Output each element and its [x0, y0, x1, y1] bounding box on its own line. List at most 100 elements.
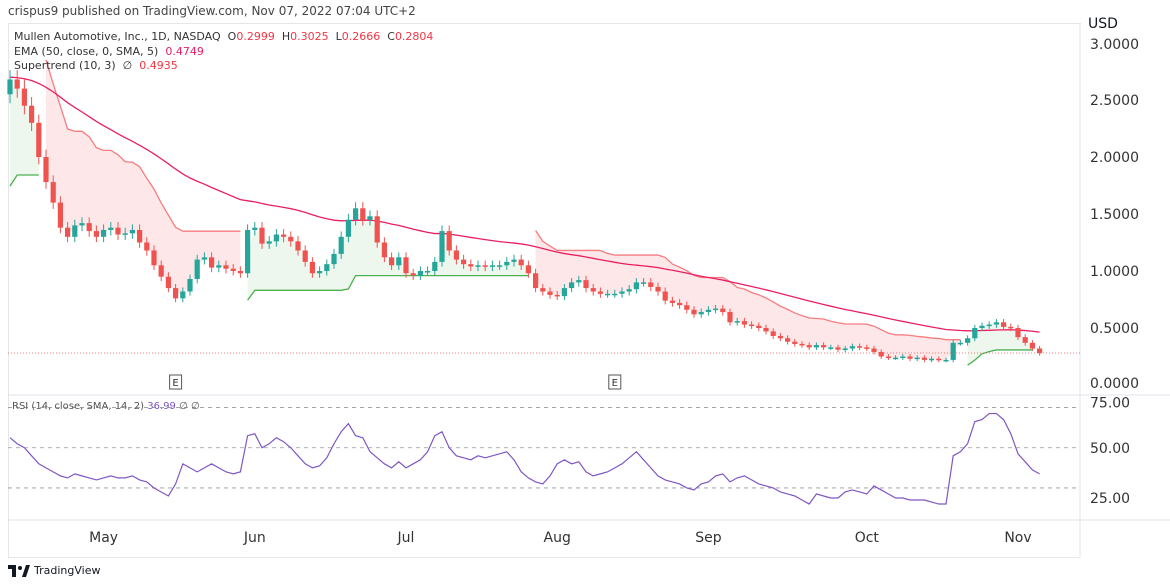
- candle: [605, 289, 611, 298]
- supertrend-down-line: [45, 59, 241, 232]
- candle: [619, 287, 625, 298]
- candle: [165, 272, 171, 293]
- candle-body: [180, 291, 186, 299]
- candle: [29, 97, 35, 132]
- candle: [410, 268, 416, 281]
- candle-body: [907, 356, 913, 359]
- candle: [1037, 345, 1043, 356]
- candle: [828, 344, 834, 351]
- time-tick-label: Jun: [243, 530, 266, 546]
- candle: [792, 338, 798, 347]
- chart-legend: Mullen Automotive, Inc., 1D, NASDAQ O0.2…: [14, 30, 433, 74]
- candle-body: [453, 250, 459, 260]
- candle: [561, 283, 567, 301]
- candle: [72, 219, 78, 243]
- candle-body: [633, 282, 639, 290]
- candle-body: [417, 271, 423, 276]
- candle: [583, 275, 589, 293]
- candle: [849, 343, 855, 352]
- candle-body: [165, 276, 171, 289]
- supertrend-legend[interactable]: Supertrend (10, 3) ∅ 0.4935: [14, 59, 433, 74]
- candle: [216, 260, 222, 273]
- price-tick-label: 1.0000: [1090, 264, 1139, 280]
- candle-body: [65, 227, 71, 237]
- candle-body: [835, 347, 841, 350]
- candle: [14, 70, 20, 98]
- supertrend-label: Supertrend (10, 3): [14, 59, 116, 72]
- candle-body: [777, 335, 783, 339]
- candle-body: [929, 358, 935, 361]
- candle-body: [173, 288, 179, 299]
- symbol-legend: Mullen Automotive, Inc., 1D, NASDAQ O0.2…: [14, 30, 433, 45]
- candle-body: [871, 348, 877, 352]
- candle: [504, 257, 510, 271]
- ema-legend[interactable]: EMA (50, close, 0, SMA, 5) 0.4749: [14, 45, 433, 60]
- candle-body: [194, 259, 200, 279]
- candle-body: [749, 324, 755, 327]
- candle-body: [504, 261, 510, 266]
- candle-body: [554, 294, 560, 297]
- candle-body: [324, 264, 330, 271]
- candle: [878, 349, 884, 359]
- candle: [317, 266, 323, 278]
- candle-body: [338, 236, 344, 254]
- candle: [93, 225, 99, 243]
- candle: [641, 278, 647, 287]
- candle-body: [381, 242, 387, 258]
- candle-body: [511, 259, 517, 262]
- tradingview-logo: TradingView: [8, 564, 100, 577]
- candle-body: [885, 356, 891, 358]
- candle: [151, 245, 157, 271]
- ema-label: EMA (50, close, 0, SMA, 5): [14, 44, 159, 58]
- candle: [417, 266, 423, 281]
- candle: [885, 354, 891, 361]
- candle-body: [741, 321, 747, 325]
- candle: [799, 341, 805, 348]
- candle-body: [770, 331, 776, 336]
- candle: [569, 278, 575, 293]
- candle-body: [1037, 348, 1043, 354]
- candle: [389, 252, 395, 271]
- candle: [821, 342, 827, 351]
- currency-label[interactable]: USD: [1088, 16, 1118, 32]
- candle-body: [266, 241, 272, 244]
- candle: [813, 342, 819, 351]
- candle-body: [662, 291, 668, 301]
- candle-body: [533, 273, 539, 289]
- earnings-marker: E: [169, 374, 183, 390]
- candle-body: [705, 309, 711, 313]
- candle: [533, 268, 539, 293]
- candle: [871, 345, 877, 355]
- candle-body: [849, 346, 855, 349]
- candle: [180, 287, 186, 303]
- candle-body: [86, 223, 92, 232]
- candle-body: [893, 357, 899, 360]
- candle: [720, 305, 726, 316]
- candle-body: [842, 348, 848, 351]
- candle-body: [518, 259, 524, 266]
- candle: [266, 236, 272, 249]
- rsi-legend[interactable]: RSI (14, close, SMA, 14, 2) 36.99 ∅ ∅: [12, 401, 200, 412]
- candle-body: [245, 229, 251, 274]
- candle-body: [403, 257, 409, 274]
- candle: [50, 175, 56, 209]
- candle: [223, 260, 229, 274]
- candle: [734, 317, 740, 326]
- candle-body: [713, 308, 719, 311]
- candle: [914, 355, 920, 362]
- candle: [425, 266, 431, 276]
- candle: [662, 287, 668, 305]
- supertrend-down-line: [535, 230, 961, 341]
- candle: [1008, 323, 1014, 332]
- candle-body: [93, 231, 99, 237]
- candle: [101, 224, 107, 243]
- symbol-name: Mullen Automotive, Inc., 1D, NASDAQ: [14, 30, 221, 43]
- candle: [288, 231, 294, 247]
- candle-body: [252, 227, 258, 230]
- supertrend-down-fill: [535, 230, 961, 360]
- candle: [842, 345, 848, 353]
- earnings-box: [608, 374, 622, 390]
- candle: [439, 225, 445, 267]
- candle: [201, 252, 207, 265]
